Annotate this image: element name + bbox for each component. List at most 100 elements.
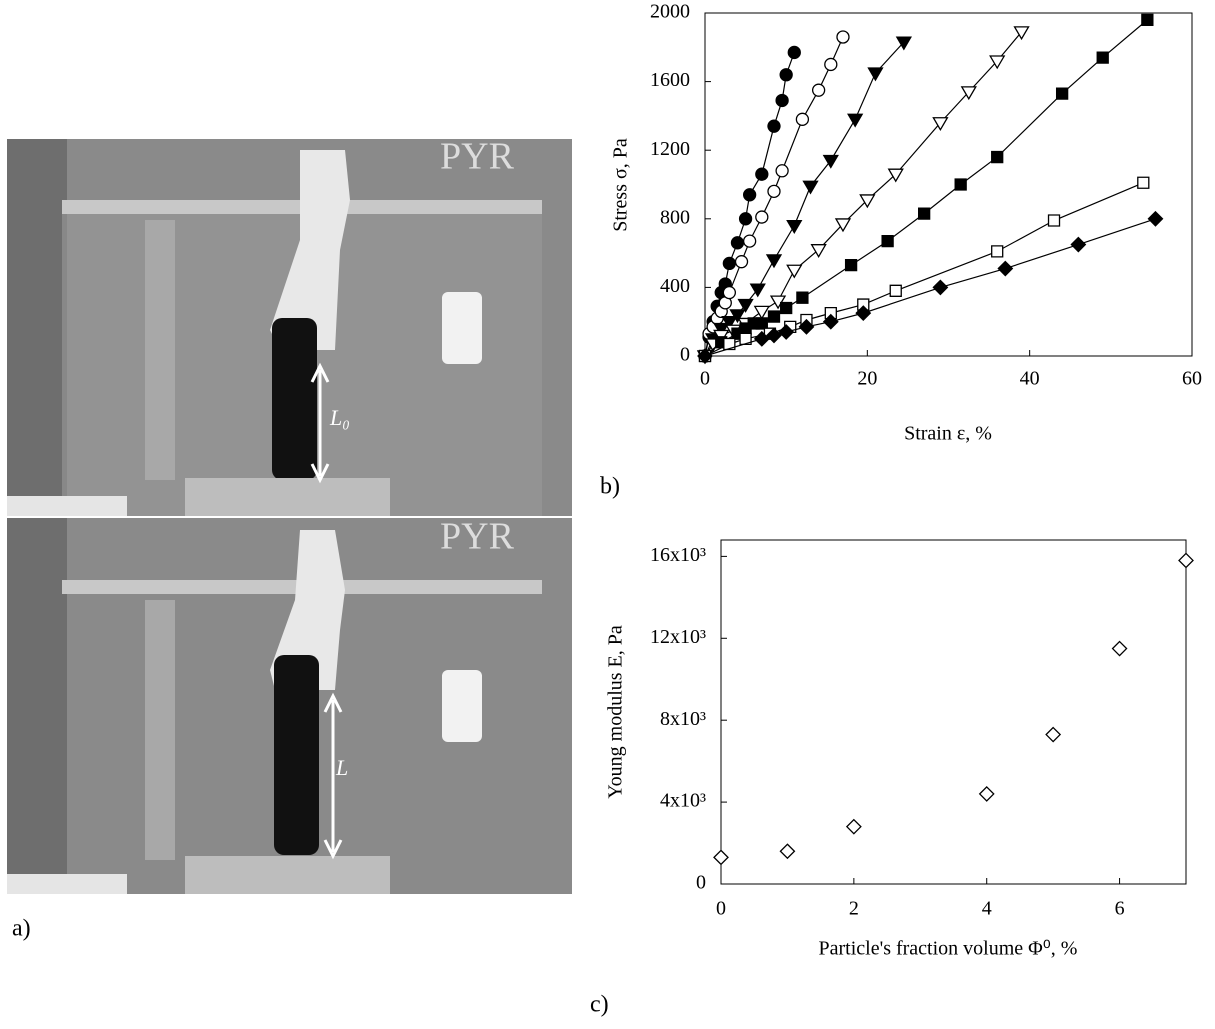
x-tick-label: 60 [1182,368,1202,390]
x-tick-label: 0 [716,898,726,920]
y-tick-label: 1600 [650,69,690,91]
x-tick-label: 6 [1115,898,1125,920]
point [895,36,912,51]
point [1111,640,1128,657]
point [729,309,746,324]
point [836,30,850,44]
point [713,849,729,866]
point [889,284,902,297]
photo-bottom: PYR L [7,516,572,894]
y-tick-label: 4x10³ [660,790,706,812]
point [713,322,730,337]
point [742,234,757,248]
point [1178,552,1194,569]
point [824,57,838,72]
point [742,188,757,202]
y-tick-label: 800 [660,206,690,228]
point [1045,726,1062,743]
point [1013,26,1030,41]
point [932,279,949,296]
point [786,264,803,279]
point [775,93,789,108]
point [779,843,796,860]
y-tick-label: 12x10³ [650,626,706,648]
point [739,332,752,346]
point [755,210,769,224]
point [810,244,827,258]
point [796,291,809,304]
point [918,207,931,220]
point [1055,87,1069,100]
x-tick-label: 2 [849,898,859,920]
panel-label: b) [600,474,620,500]
point [780,301,793,315]
point [722,256,736,271]
point [778,324,795,340]
x-axis-title: Strain ε, % [904,423,992,445]
x-tick-label: 0 [700,368,710,390]
point [734,255,749,269]
beaker-text: PYR [440,516,515,558]
point [1096,51,1109,64]
point [887,168,904,183]
y-axis-title: Stress σ, Pa [610,138,632,232]
point [779,68,793,82]
y-axis-title: Young modulus E, Pa [605,625,627,799]
point [738,212,753,226]
point [753,330,770,347]
point [859,194,876,209]
point [723,337,736,351]
beaker-text: PYR [440,136,515,178]
y-tick-label: 8x10³ [660,708,706,730]
y-tick-label: 16x10³ [650,544,706,566]
point [954,178,967,191]
point [834,218,852,233]
point [755,317,768,330]
point [991,150,1004,164]
point [767,184,781,199]
point [787,45,801,60]
point [730,236,745,250]
point [1070,236,1087,253]
point [721,316,738,330]
point [767,310,781,323]
point [997,260,1014,277]
point [989,55,1006,70]
y-tick-label: 1200 [650,138,690,160]
x-tick-label: 20 [857,368,877,390]
photo-top: PYR L₀ [7,136,572,516]
point [857,298,870,311]
point [932,117,949,132]
plot-frame [704,12,1193,357]
length-label: L₀ [329,405,350,430]
point [755,167,769,181]
point [775,164,789,178]
x-tick-label: 4 [982,898,992,920]
point [881,234,894,248]
point [1141,13,1154,27]
point [697,348,713,364]
point [978,785,995,802]
point [767,119,781,133]
point [844,258,858,272]
point [1047,214,1061,227]
point [855,305,872,322]
point [765,254,783,269]
point [822,154,839,169]
panel-label: a) [12,916,31,942]
point [795,112,810,126]
point [811,83,826,97]
plot-frame [720,539,1187,885]
point [1147,210,1164,227]
point [749,283,766,298]
x-tick-label: 40 [1020,368,1040,390]
point [822,313,839,330]
point [722,285,736,300]
point [960,86,977,101]
y-tick-label: 0 [696,872,706,894]
point [867,67,884,82]
y-tick-label: 0 [680,344,690,366]
x-axis-title: Particle's fraction volume Φ⁰, % [819,938,1078,960]
length-label: L [335,755,348,780]
